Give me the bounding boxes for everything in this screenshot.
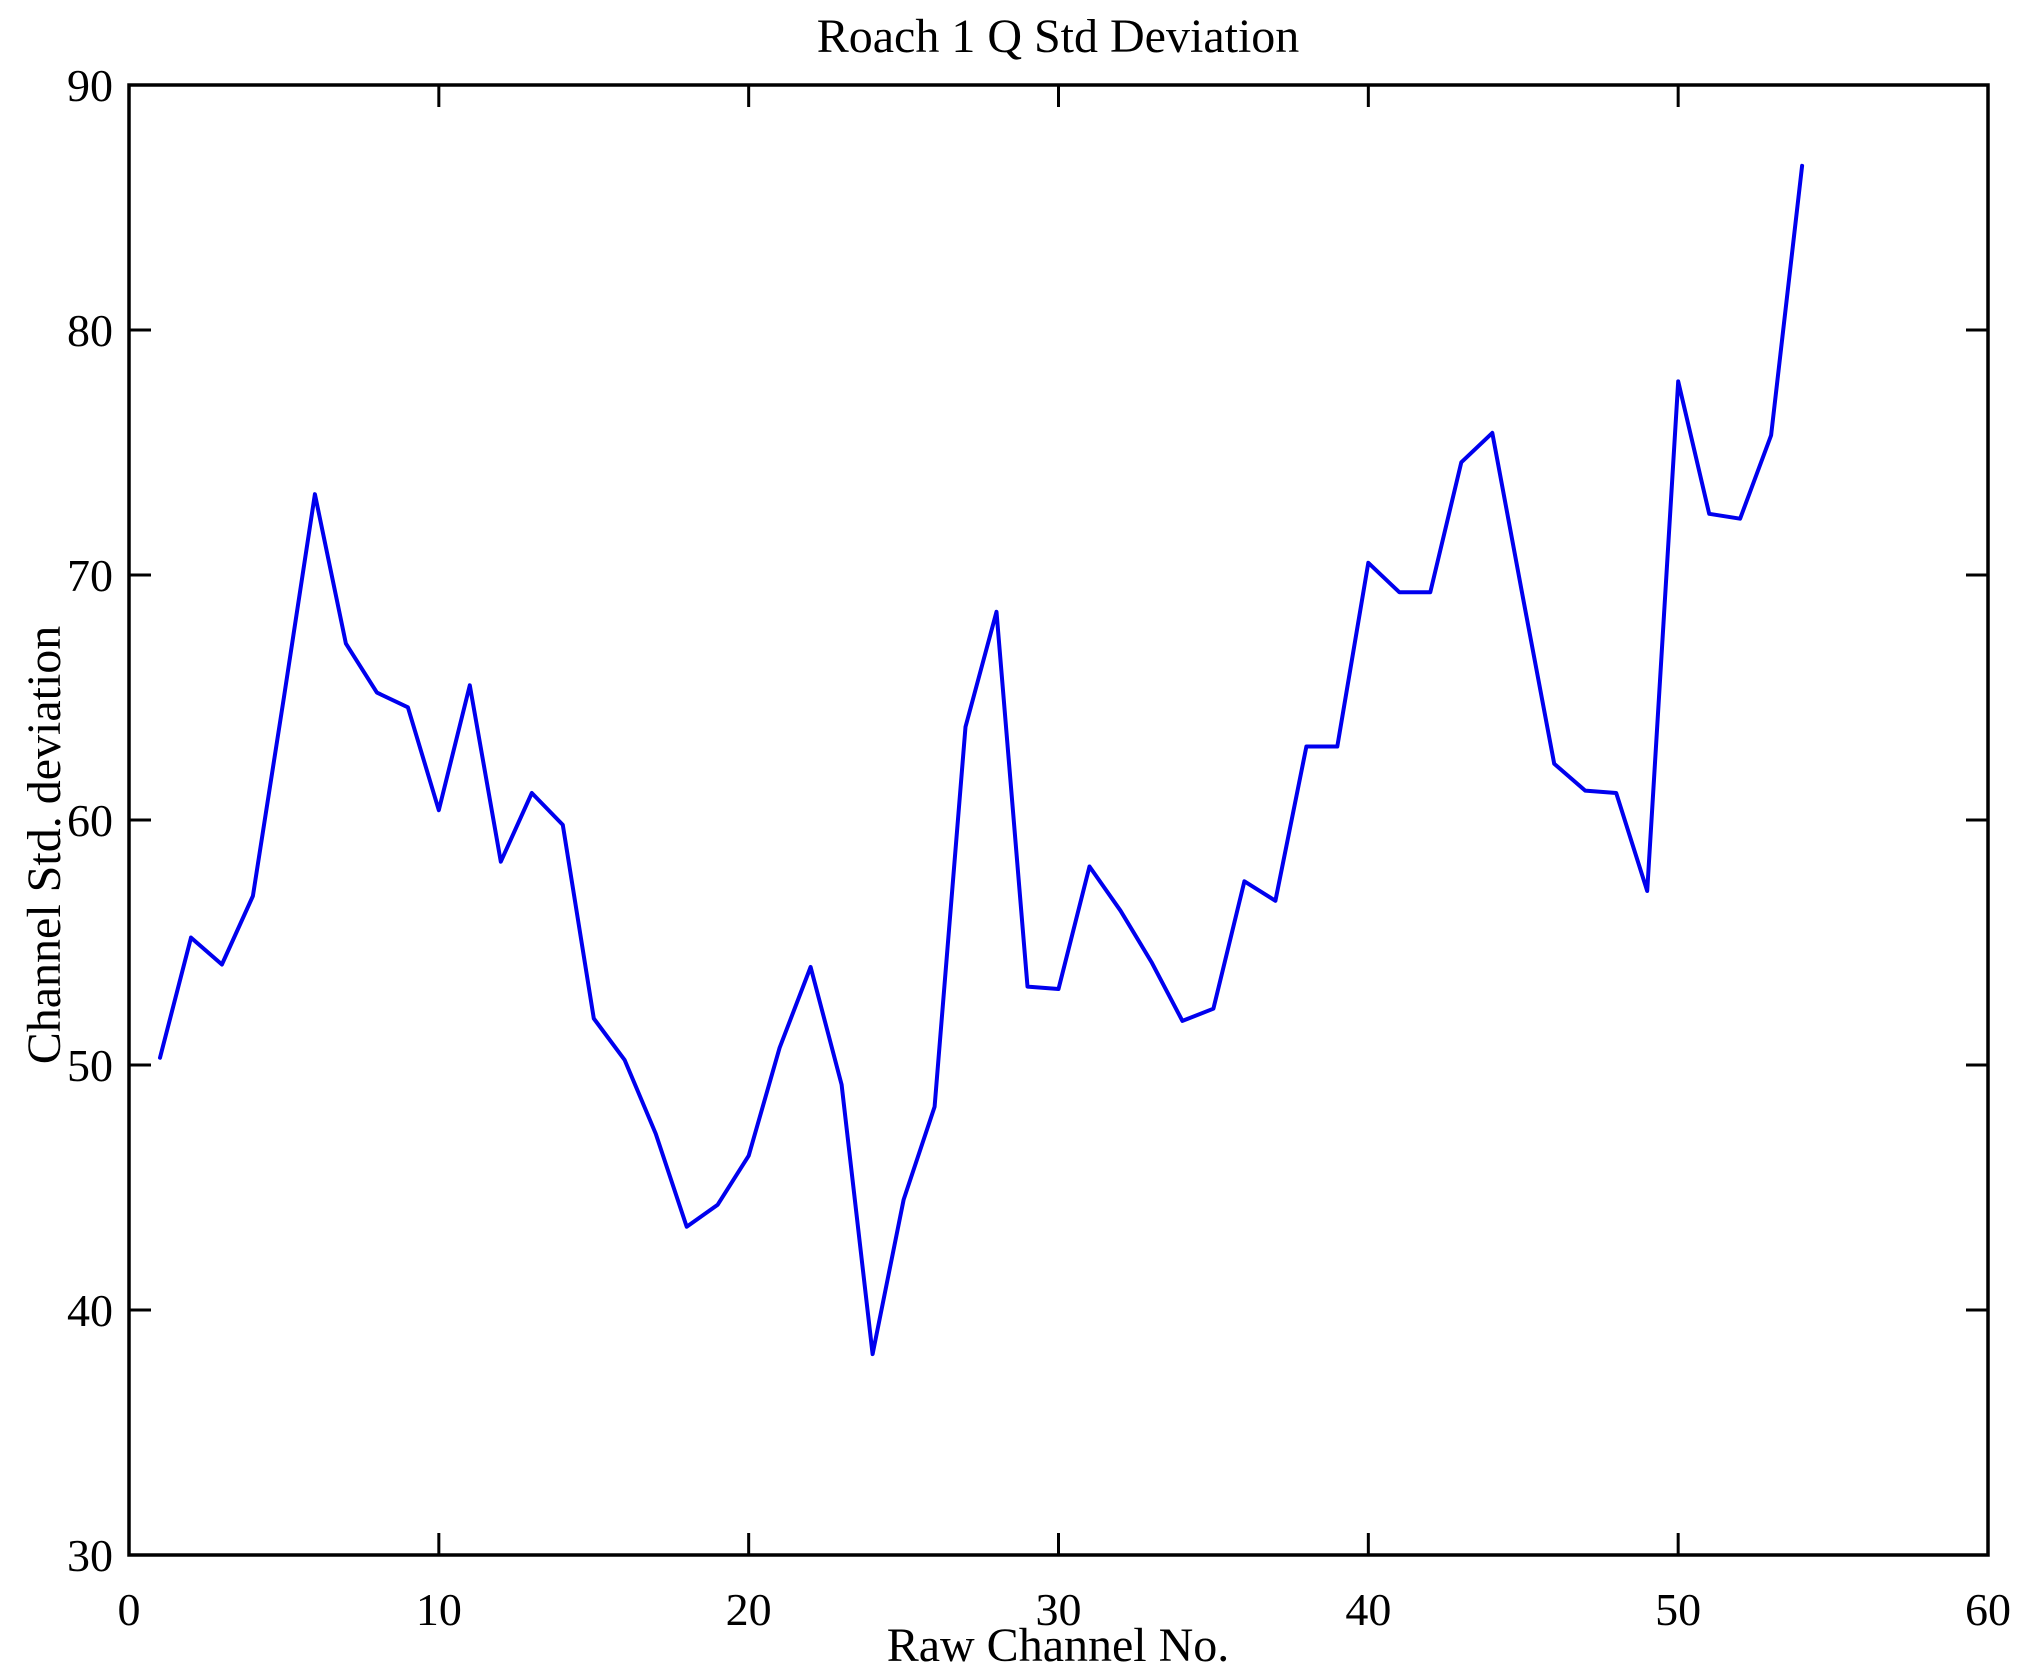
y-tick-label: 30 xyxy=(67,1530,113,1581)
x-tick-label: 10 xyxy=(416,1584,462,1635)
y-tick-label: 60 xyxy=(67,795,113,846)
chart-title: Roach 1 Q Std Deviation xyxy=(817,10,1300,63)
y-tick-label: 90 xyxy=(67,60,113,111)
plot-box xyxy=(127,83,1990,1557)
y-tick-label: 50 xyxy=(67,1040,113,1091)
y-axis-label: Channel Std. deviation xyxy=(18,626,71,1065)
axis-ticks xyxy=(127,83,1990,1557)
x-tick-label: 60 xyxy=(1965,1584,2011,1635)
x-tick-label: 50 xyxy=(1655,1584,1701,1635)
y-tick-label: 40 xyxy=(67,1285,113,1336)
x-axis-label: Raw Channel No. xyxy=(887,1619,1230,1671)
y-tick-label: 80 xyxy=(67,305,113,356)
x-tick-label: 0 xyxy=(118,1584,141,1635)
axis-tick-labels: 0 10 20 30 40 50 60 30 40 50 60 70 80 90 xyxy=(67,60,2011,1635)
y-tick-label: 70 xyxy=(67,550,113,601)
data-line xyxy=(158,163,1805,1357)
x-tick-label: 20 xyxy=(726,1584,772,1635)
x-tick-label: 40 xyxy=(1345,1584,1391,1635)
x-tick-label: 30 xyxy=(1036,1584,1082,1635)
